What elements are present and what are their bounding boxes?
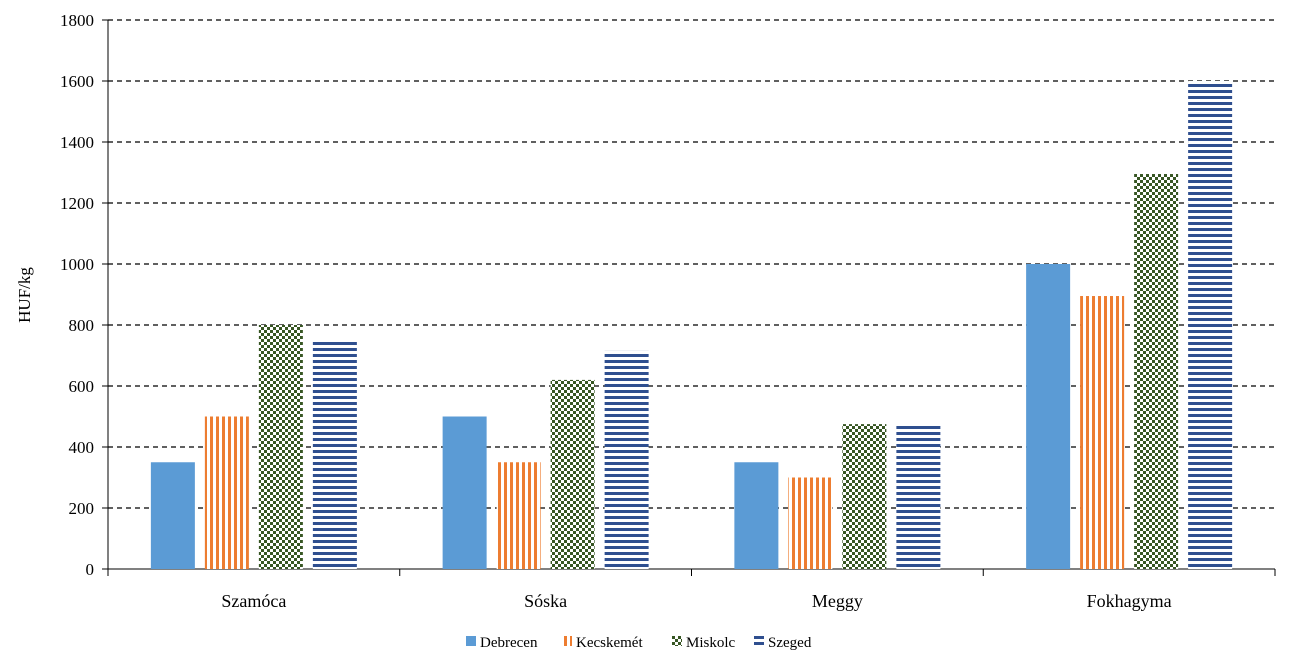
- bars: [150, 81, 1233, 569]
- x-category-label: Fokhagyma: [1087, 591, 1172, 611]
- y-tick-label: 1200: [60, 194, 94, 213]
- bar-szeged-szamóca: [312, 341, 357, 569]
- legend-swatch-kecskemét: [562, 636, 572, 646]
- legend-label: Miskolc: [686, 635, 736, 651]
- bar-miskolc-szamóca: [258, 325, 303, 569]
- bar-szeged-meggy: [896, 424, 941, 569]
- y-tick-label: 1400: [60, 133, 94, 152]
- legend-label: Debrecen: [480, 635, 538, 651]
- y-tick-label: 800: [69, 316, 95, 335]
- y-axis-title: HUF/kg: [15, 267, 34, 323]
- bar-debrecen-fokhagyma: [1026, 264, 1071, 569]
- bar-kecskemét-meggy: [788, 477, 833, 569]
- x-category-label: Meggy: [812, 591, 863, 611]
- bar-miskolc-sóska: [550, 379, 595, 569]
- legend-swatch-szeged: [754, 636, 764, 646]
- bar-debrecen-szamóca: [150, 462, 195, 569]
- x-category-label: Szamóca: [221, 591, 286, 611]
- y-axis: 0 200 400 600 800 1000 1200 1400 1600 1800: [60, 11, 109, 579]
- bar-miskolc-fokhagyma: [1134, 174, 1179, 569]
- legend-swatch-debrecen: [466, 636, 476, 646]
- bar-szeged-sóska: [604, 350, 649, 569]
- y-tick-label: 400: [69, 438, 95, 457]
- legend-label: Kecskemét: [576, 635, 643, 651]
- x-category-label: Sóska: [524, 591, 567, 611]
- legend-label: Szeged: [768, 635, 812, 651]
- y-tick-label: 1800: [60, 11, 94, 30]
- legend: Debrecen Kecskemét Miskolc Szeged: [466, 635, 812, 651]
- bar-szeged-fokhagyma: [1188, 81, 1233, 569]
- bar-debrecen-meggy: [734, 462, 779, 569]
- bar-kecskemét-fokhagyma: [1080, 296, 1125, 569]
- bar-debrecen-sóska: [442, 416, 487, 569]
- bar-miskolc-meggy: [842, 424, 887, 569]
- y-tick-label: 0: [86, 560, 95, 579]
- y-tick-label: 1600: [60, 72, 94, 91]
- y-tick-label: 200: [69, 499, 95, 518]
- bar-kecskemét-szamóca: [204, 416, 249, 569]
- legend-swatch-miskolc: [672, 636, 682, 646]
- y-tick-label: 600: [69, 377, 95, 396]
- y-tick-label: 1000: [60, 255, 94, 274]
- bar-kecskemét-sóska: [496, 462, 541, 569]
- x-axis: Szamóca Sóska Meggy Fokhagyma: [107, 568, 1276, 611]
